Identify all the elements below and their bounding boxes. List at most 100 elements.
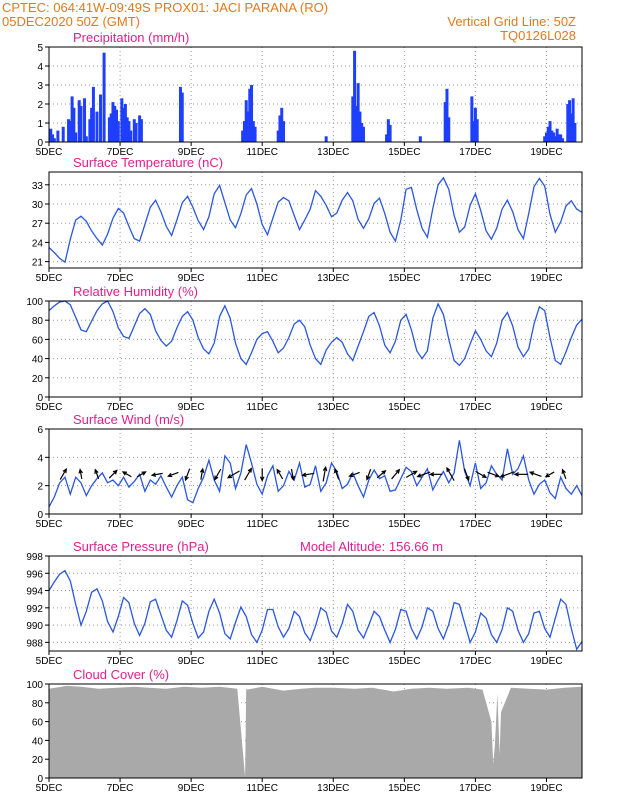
header-grid-line-note: Vertical Grid Line: 50Z bbox=[447, 14, 576, 29]
wind-arrow-head bbox=[333, 467, 339, 474]
pressure-title: Surface Pressure (hPa) bbox=[73, 539, 209, 554]
humidity-xtick-label: 9DEC bbox=[178, 402, 205, 413]
wind-xtick-label: 9DEC bbox=[178, 519, 205, 530]
precipitation-bar bbox=[388, 124, 392, 142]
cloud-cover-area bbox=[49, 685, 582, 778]
cloud-cover-xtick-label: 19DEC bbox=[530, 783, 562, 794]
precipitation-bar bbox=[68, 121, 72, 142]
wind-xtick-label: 7DEC bbox=[107, 519, 134, 530]
precipitation-bar bbox=[278, 115, 282, 142]
precipitation-bar bbox=[280, 107, 284, 142]
wind-arrow bbox=[166, 471, 179, 478]
precipitation-bar bbox=[472, 121, 476, 142]
wind-arrow-head bbox=[428, 472, 435, 477]
wind-arrow bbox=[513, 472, 529, 477]
wind-arrow-shaft bbox=[244, 468, 252, 481]
wind-arrow-head bbox=[381, 469, 387, 475]
precipitation-ytick-label: 2 bbox=[37, 100, 43, 111]
wind-arrow-head bbox=[465, 475, 470, 482]
precipitation-bar bbox=[555, 128, 559, 142]
wind-arrow-head bbox=[78, 468, 83, 474]
precipitation-bar bbox=[95, 111, 99, 142]
humidity-series-line bbox=[48, 300, 583, 367]
precipitation-bar bbox=[246, 111, 250, 142]
wind-arrow bbox=[499, 471, 515, 478]
wind-arrow bbox=[184, 468, 191, 482]
pressure-xtick-label: 9DEC bbox=[178, 656, 205, 667]
wind-xtick-label: 15DEC bbox=[388, 519, 420, 530]
wind-arrow-head bbox=[141, 471, 147, 476]
precipitation-bar bbox=[356, 83, 360, 142]
wind-arrow-head bbox=[199, 467, 205, 474]
wind-arrow-shaft bbox=[487, 471, 500, 477]
precipitation-xtick-label: 17DEC bbox=[459, 147, 491, 158]
cloud-cover-xtick-label: 9DEC bbox=[178, 783, 205, 794]
humidity-xtick-label: 17DEC bbox=[459, 402, 491, 413]
humidity-xtick-label: 11DEC bbox=[246, 402, 278, 413]
wind-arrow-shaft bbox=[59, 468, 67, 480]
wind-arrow-shaft bbox=[151, 472, 163, 476]
wind-arrow-shaft bbox=[94, 469, 100, 480]
wind-arrow-head bbox=[121, 471, 128, 476]
wind-arrow bbox=[544, 471, 555, 478]
precipitation-bar bbox=[248, 88, 252, 142]
wind-arrow-shaft bbox=[276, 469, 284, 480]
precipitation-bar bbox=[115, 109, 119, 142]
wind-arrow-shaft bbox=[376, 470, 386, 479]
pressure-ytick-label: 994 bbox=[26, 587, 43, 598]
wind-ytick-label: 2 bbox=[37, 482, 43, 493]
pressure-series-line bbox=[48, 569, 583, 651]
precipitation-xtick-label: 13DEC bbox=[317, 147, 349, 158]
precipitation-bar bbox=[568, 100, 572, 142]
pressure-xtick-label: 19DEC bbox=[530, 656, 562, 667]
wind-arrow-head bbox=[412, 470, 418, 475]
humidity-xtick-label: 5DEC bbox=[36, 402, 63, 413]
header-run-date: 05DEC2020 50Z (GMT) bbox=[2, 14, 140, 29]
precipitation-bar bbox=[111, 102, 115, 142]
precipitation-bar bbox=[123, 104, 127, 142]
precipitation-title: Precipitation (mm/h) bbox=[73, 30, 189, 45]
pressure-xtick-label: 15DEC bbox=[388, 656, 420, 667]
cloud-cover-xtick-label: 17DEC bbox=[459, 783, 491, 794]
wind-arrow bbox=[446, 466, 455, 481]
precipitation-bar bbox=[560, 138, 564, 142]
temperature-ytick-label: 21 bbox=[32, 258, 44, 269]
wind-arrow-shaft bbox=[446, 467, 455, 481]
wind-arrow-head bbox=[528, 471, 535, 476]
precipitation-bar bbox=[569, 113, 573, 142]
precipitation-bar bbox=[324, 136, 328, 142]
wind-arrow-head bbox=[348, 472, 354, 478]
cloud-cover-title: Cloud Cover (%) bbox=[73, 667, 169, 682]
precipitation-panel: Precipitation (mm/h) 0 1 2 3 4 5 5DEC 7DEC 9DEC 11… bbox=[36, 30, 583, 158]
temperature-ytick-label: 33 bbox=[32, 181, 44, 192]
cloud-cover-ytick-label: 60 bbox=[32, 718, 44, 729]
wind-arrow-shaft bbox=[463, 468, 470, 481]
wind-arrow-head bbox=[184, 475, 189, 482]
precipitation-bar bbox=[70, 96, 74, 142]
precipitation-bar bbox=[250, 85, 254, 142]
pressure-xtick-label: 17DEC bbox=[459, 656, 491, 667]
wind-arrow bbox=[561, 468, 567, 480]
precipitation-ytick-label: 0 bbox=[37, 138, 43, 149]
wind-arrow bbox=[416, 471, 431, 478]
humidity-ytick-label: 80 bbox=[32, 316, 44, 327]
wind-xtick-label: 11DEC bbox=[246, 519, 278, 530]
humidity-xtick-label: 15DEC bbox=[388, 402, 420, 413]
humidity-frame bbox=[48, 300, 583, 398]
precipitation-bar bbox=[543, 136, 547, 142]
wind-arrow-head bbox=[301, 472, 307, 478]
wind-arrow-head bbox=[446, 466, 451, 473]
precipitation-bar bbox=[571, 98, 575, 142]
pressure-panel: Surface Pressure (hPa) Model Altitude: 15… bbox=[26, 539, 583, 667]
wind-arrow-shaft bbox=[529, 471, 542, 477]
wind-arrow-shaft bbox=[184, 468, 191, 481]
wind-arrow bbox=[121, 471, 132, 478]
wind-arrow-shaft bbox=[79, 469, 83, 480]
precipitation-bar bbox=[67, 119, 71, 142]
wind-arrow-head bbox=[499, 473, 505, 478]
wind-arrow bbox=[290, 468, 296, 482]
precipitation-bar bbox=[90, 107, 94, 142]
wind-arrow bbox=[150, 472, 163, 477]
precipitation-bar bbox=[51, 134, 55, 142]
precipitation-xtick-label: 11DEC bbox=[246, 147, 278, 158]
